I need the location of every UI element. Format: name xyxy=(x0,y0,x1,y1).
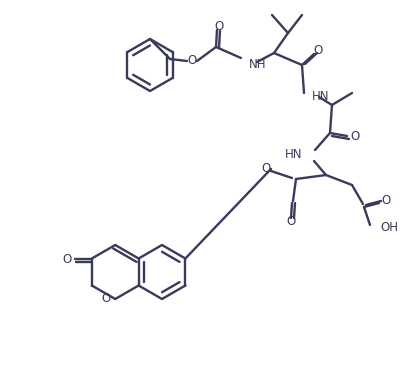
Text: O: O xyxy=(214,20,223,32)
Text: O: O xyxy=(380,194,390,208)
Text: HN: HN xyxy=(284,149,301,161)
Text: O: O xyxy=(62,253,71,266)
Text: HN: HN xyxy=(311,90,329,104)
Text: O: O xyxy=(313,43,322,57)
Text: NH: NH xyxy=(248,57,266,70)
Text: O: O xyxy=(350,131,359,143)
Text: O: O xyxy=(187,54,196,68)
Text: O: O xyxy=(286,215,295,228)
Text: O: O xyxy=(261,163,270,176)
Text: OH: OH xyxy=(379,221,397,235)
Text: O: O xyxy=(101,292,110,305)
